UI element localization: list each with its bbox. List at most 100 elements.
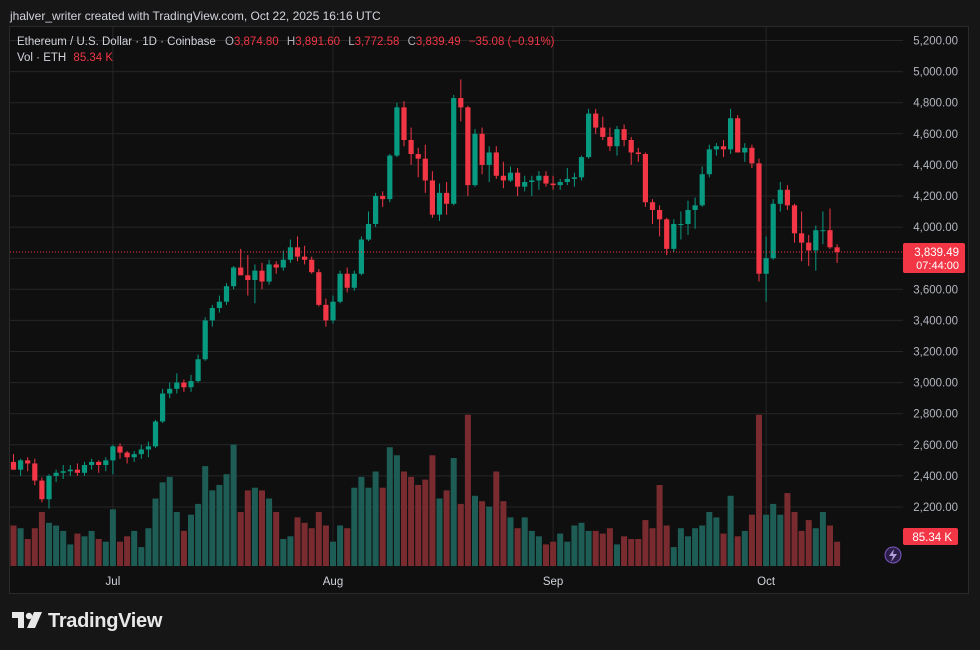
volume-bar <box>102 541 109 566</box>
candle-body <box>564 178 570 183</box>
volume-bar <box>642 520 649 566</box>
candle-body <box>451 98 457 204</box>
candle-body <box>820 230 826 232</box>
volume-bar <box>727 495 734 566</box>
candle-body <box>749 147 755 164</box>
volume-bar <box>550 541 557 566</box>
candle-body <box>422 158 428 181</box>
candle-body <box>209 307 215 321</box>
candle-body <box>763 258 769 274</box>
volume-bar <box>457 503 464 566</box>
candle-body <box>507 172 514 181</box>
candle-body <box>39 480 45 500</box>
y-tick-label: 3,000.00 <box>913 378 958 390</box>
candle-body <box>642 154 648 203</box>
volume-bar <box>145 528 152 566</box>
candle-body <box>89 461 95 466</box>
candle-body <box>53 472 59 476</box>
y-tick-label: 4,600.00 <box>913 129 958 141</box>
volume-bar <box>720 533 727 566</box>
volume-bar <box>109 509 116 566</box>
volume-label: Vol · ETH <box>17 52 67 64</box>
volume-legend: Vol · ETH 85.34 K <box>17 52 113 64</box>
candle-body <box>231 267 237 287</box>
tradingview-logo[interactable]: TradingView <box>12 610 162 633</box>
volume-bar <box>159 482 166 566</box>
candle-body <box>578 157 585 178</box>
candle-body <box>685 209 691 224</box>
symbol-title: Ethereum / U.S. Dollar · 1D · Coinbase <box>17 36 216 48</box>
candle-body <box>486 152 492 165</box>
candle-body <box>493 152 499 176</box>
candle-body <box>110 446 116 461</box>
volume-bar <box>138 547 145 566</box>
volume-bar <box>60 530 67 566</box>
candle-body <box>394 107 400 156</box>
volume-bar <box>365 487 372 566</box>
volume-bar <box>763 514 770 566</box>
volume-bar <box>500 501 507 566</box>
volume-bar <box>273 512 280 566</box>
candle-body <box>834 247 840 253</box>
volume-bar <box>692 528 699 566</box>
candle-body <box>522 182 528 187</box>
volume-bar <box>266 498 273 566</box>
brand-name: TradingView <box>48 610 163 632</box>
candle-body <box>138 449 144 455</box>
volume-bar <box>46 522 52 566</box>
candle-body <box>25 460 31 464</box>
candle-body <box>671 223 677 249</box>
candle-body <box>202 320 208 360</box>
candle-body <box>60 471 66 473</box>
candle-body <box>458 98 464 108</box>
candle-body <box>557 182 563 186</box>
x-tick-label: Jul <box>106 576 121 588</box>
candle-body <box>316 272 322 305</box>
volume-bar <box>791 512 798 566</box>
volume-bar <box>251 487 258 566</box>
candle-body <box>223 286 230 302</box>
volume-bar <box>734 536 741 566</box>
low-label: L <box>348 36 355 48</box>
candle-body <box>330 301 336 321</box>
volume-bar <box>706 512 713 566</box>
volume-bar <box>230 444 237 566</box>
candle-body <box>692 205 698 210</box>
volume-bar <box>372 471 379 566</box>
volume-bar <box>592 530 599 566</box>
volume-bar <box>308 528 315 566</box>
volume-bar <box>401 471 407 566</box>
volume-bar <box>677 528 684 566</box>
candle-body <box>827 230 833 248</box>
candle-body <box>408 140 414 155</box>
volume-bar <box>770 503 777 566</box>
candle-body <box>515 172 521 187</box>
volume-bar <box>117 541 123 566</box>
volume-bar <box>24 539 31 566</box>
volume-bar <box>493 471 500 566</box>
x-tick-label: Aug <box>323 576 343 588</box>
volume-bar <box>74 533 81 566</box>
volume-bar <box>798 530 805 566</box>
x-tick-label: Sep <box>543 576 563 588</box>
volume-bar <box>713 517 720 566</box>
volume-bar <box>81 536 88 566</box>
volume-bar <box>393 455 400 566</box>
volume-bar <box>436 498 443 566</box>
y-tick-label: 4,800.00 <box>913 98 958 110</box>
volume-bar <box>209 490 216 566</box>
candle-body <box>536 175 542 181</box>
candle-body <box>124 452 130 458</box>
candle-body <box>813 230 819 251</box>
volume-bar <box>294 517 301 566</box>
volume-bar <box>741 530 748 566</box>
volume-bar <box>259 490 265 566</box>
volume-bar <box>748 514 755 566</box>
volume-bar <box>528 530 535 566</box>
y-tick-label: 3,400.00 <box>913 315 958 327</box>
candle-body <box>117 446 123 453</box>
candle-body <box>344 273 350 288</box>
volume-bar <box>287 536 294 566</box>
candle-body <box>593 113 599 128</box>
